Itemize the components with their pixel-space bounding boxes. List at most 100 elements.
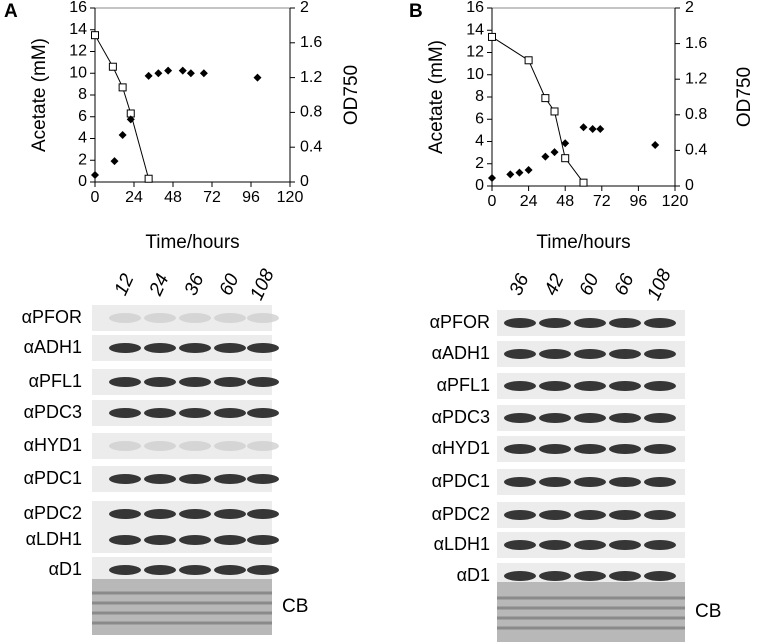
lane-label: 12 (111, 270, 139, 298)
y2-tick-label: 0.4 (685, 142, 707, 159)
lane-label: 108 (643, 266, 676, 304)
blot-band (539, 381, 571, 391)
series-line (491, 36, 584, 183)
blot-band (644, 318, 676, 328)
square-marker (108, 62, 117, 71)
blot-band (539, 413, 571, 423)
blot-band (609, 510, 641, 520)
y2-tick-label: 1.2 (300, 69, 322, 86)
blot-band (247, 474, 279, 484)
lane-label: 42 (541, 270, 569, 298)
blot-band (179, 535, 211, 545)
antibody-label: αADH1 (24, 337, 82, 357)
y2-tick-label: 0.8 (300, 104, 322, 121)
blot-band (609, 444, 641, 454)
y2-tick-label: 1.6 (685, 35, 707, 52)
diamond-marker (144, 71, 153, 80)
antibody-label: αPFOR (22, 307, 82, 327)
x-axis-title: Time/hours (145, 232, 239, 253)
blot-band (504, 477, 536, 487)
diamond-marker (178, 66, 187, 75)
blot-band (144, 408, 176, 418)
antibody-label: αD1 (49, 559, 82, 579)
diamond-marker (596, 125, 605, 134)
x-tick-label: 72 (593, 193, 611, 210)
blot-band (109, 313, 141, 323)
square-marker (118, 83, 127, 92)
antibody-label: αPDC1 (24, 468, 82, 488)
y2-tick-label: 1.6 (300, 34, 322, 51)
blot-band (504, 510, 536, 520)
y2-tick-label: 2 (300, 0, 309, 16)
blot-band (214, 441, 246, 451)
y2-tick-label: 1.2 (685, 70, 707, 87)
blot-band (574, 381, 606, 391)
antibody-label: αADH1 (432, 343, 490, 363)
blot-band (144, 474, 176, 484)
x-tick-label: 96 (242, 189, 260, 206)
blot-band (644, 477, 676, 487)
blot-band (247, 377, 279, 387)
blot-band (214, 343, 246, 353)
diamond-marker (199, 69, 208, 78)
y2-tick-label: 2 (685, 0, 694, 16)
x-tick-label: 24 (125, 189, 143, 206)
y-tick-label: 0 (78, 173, 87, 190)
blot-band (179, 565, 211, 575)
blot-band (247, 535, 279, 545)
square-marker (561, 154, 570, 163)
blot-band (574, 349, 606, 359)
blot-band (214, 565, 246, 575)
antibody-label: αPFOR (430, 312, 490, 332)
diamond-marker (253, 73, 262, 82)
y-tick-label: 10 (466, 66, 484, 83)
blot-band (644, 381, 676, 391)
panel-label: A (4, 1, 18, 22)
blot-band (144, 377, 176, 387)
blot-band (109, 377, 141, 387)
square-marker (91, 31, 99, 40)
blot-band (179, 509, 211, 519)
blot-band (644, 571, 676, 581)
y-axis-title: Acetate (mM) (29, 38, 50, 152)
blot-band (609, 318, 641, 328)
blot-band (574, 571, 606, 581)
antibody-label: αPDC2 (24, 503, 82, 523)
square-marker (541, 94, 550, 103)
blot-band (179, 313, 211, 323)
diamond-marker (91, 171, 99, 180)
plot-frame (491, 7, 676, 187)
blot-band (179, 408, 211, 418)
y-tick-label: 8 (475, 88, 484, 105)
diamond-marker (561, 139, 570, 148)
lane-label: 66 (611, 270, 639, 298)
blot-band (247, 441, 279, 451)
plot-frame (94, 7, 291, 183)
diamond-marker (524, 165, 533, 174)
y-tick-label: 0 (475, 177, 484, 194)
diamond-marker (154, 69, 163, 78)
antibody-label: αHYD1 (432, 438, 490, 458)
lane-label: 60 (216, 270, 244, 298)
lane-label: 36 (506, 270, 534, 298)
antibody-label: αPDC1 (432, 471, 490, 491)
diamond-marker (164, 66, 173, 75)
blot-band (504, 413, 536, 423)
antibody-label: αPDC3 (432, 407, 490, 427)
diamond-marker (588, 125, 597, 134)
y2-tick-label: 0.4 (300, 138, 322, 155)
x-tick-label: 120 (662, 193, 689, 210)
blot-band (609, 571, 641, 581)
blot-band (214, 535, 246, 545)
blot-band (109, 535, 141, 545)
square-marker (144, 174, 153, 183)
blot-band (504, 381, 536, 391)
blot-band (144, 509, 176, 519)
diamond-marker (541, 152, 550, 161)
x-tick-label: 0 (488, 193, 497, 210)
y-tick-label: 14 (466, 21, 484, 38)
blot-band (574, 540, 606, 550)
y2-axis-title: OD750 (734, 67, 755, 127)
blot-band (179, 343, 211, 353)
